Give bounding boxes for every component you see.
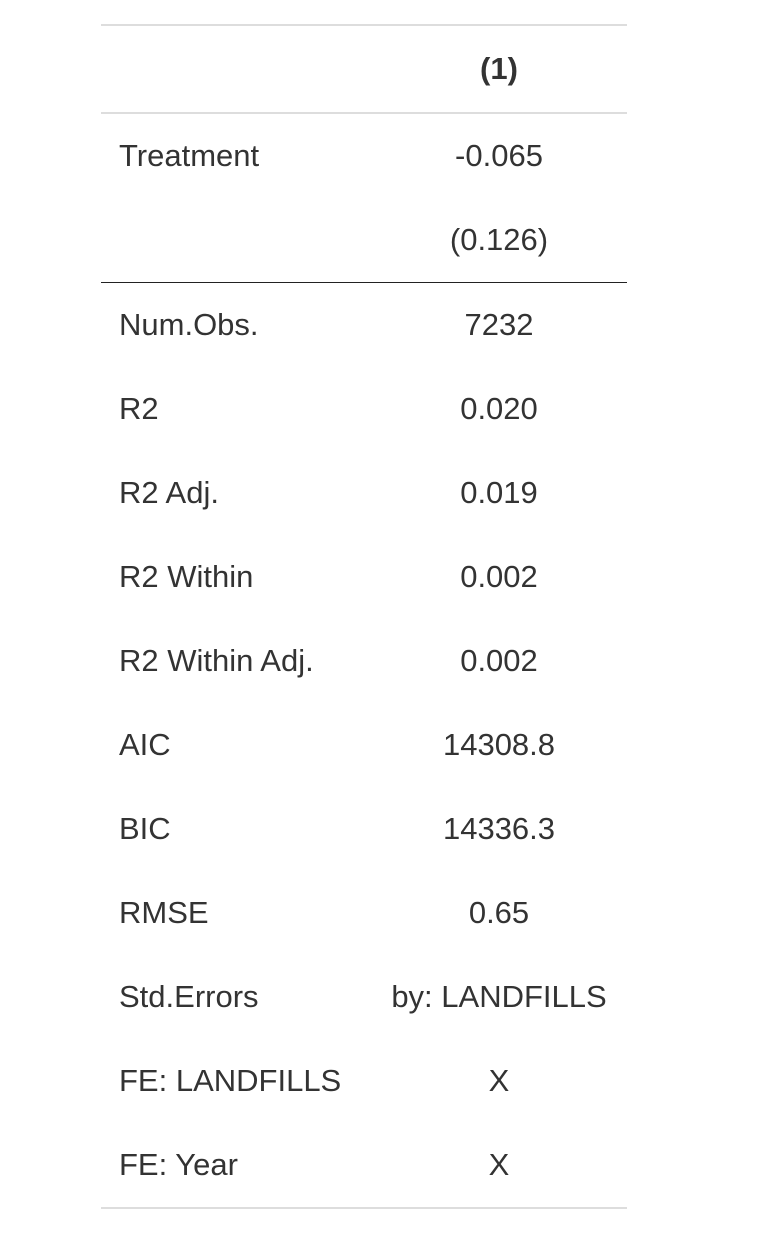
row-label: R2 [119,391,159,426]
row-value: by: LANDFILLS [391,979,607,1014]
row-value: (0.126) [449,222,549,257]
stat-row: AIC 14308.8 [101,703,627,787]
row-label: Treatment [119,138,260,173]
stat-row: R2 Adj. 0.019 [101,451,627,535]
row-label: Num.Obs. [119,307,259,342]
row-value: 0.019 [460,475,538,510]
header-rule [101,112,627,114]
row-value: 14336.3 [442,811,556,846]
stat-row: Num.Obs. 7232 [101,283,627,367]
column-header: (1) [480,51,518,86]
header-row: (1) [101,26,627,112]
row-value: 0.002 [460,643,538,678]
row-label: BIC [119,811,171,846]
row-label: R2 Within [119,559,254,594]
row-label: FE: LANDFILLS [119,1063,342,1098]
row-label: Std.Errors [119,979,259,1014]
stat-row: R2 Within 0.002 [101,535,627,619]
row-value: X [488,1147,510,1182]
row-label: R2 Within Adj. [119,643,314,678]
row-label: AIC [119,727,171,762]
row-value: 0.020 [460,391,538,426]
bottom-rule [101,1207,627,1209]
std-error-row: (0.126) [101,198,627,282]
row-value: -0.065 [455,138,543,173]
stat-row: R2 Within Adj. 0.002 [101,619,627,703]
row-value: 14308.8 [442,727,556,762]
row-value: 0.002 [460,559,538,594]
row-value: 7232 [464,307,534,342]
stat-row: RMSE 0.65 [101,871,627,955]
regression-table: (1) Treatment -0.065 (0.126) Num.Obs. 72… [101,24,627,1209]
stat-row: FE: Year X [101,1123,627,1207]
row-value: 0.65 [468,895,530,930]
row-label: R2 Adj. [119,475,219,510]
section-rule [101,282,627,283]
row-label: FE: Year [119,1147,238,1182]
coefficient-row: Treatment -0.065 [101,114,627,198]
stat-row: FE: LANDFILLS X [101,1039,627,1123]
top-rule [101,24,627,26]
stat-row: BIC 14336.3 [101,787,627,871]
row-value: X [488,1063,510,1098]
stat-row: R2 0.020 [101,367,627,451]
row-label: RMSE [119,895,209,930]
stat-row: Std.Errors by: LANDFILLS [101,955,627,1039]
